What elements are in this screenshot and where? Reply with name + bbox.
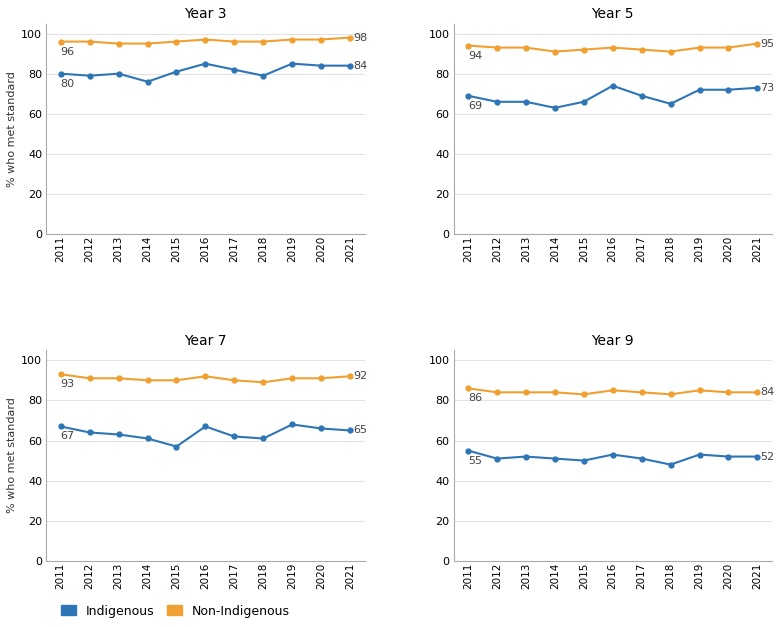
Text: 84: 84 xyxy=(760,387,774,398)
Title: Year 3: Year 3 xyxy=(184,7,226,21)
Title: Year 7: Year 7 xyxy=(184,334,226,347)
Text: 52: 52 xyxy=(760,451,774,461)
Text: 55: 55 xyxy=(468,456,482,466)
Text: 86: 86 xyxy=(468,393,482,403)
Title: Year 9: Year 9 xyxy=(591,334,634,347)
Text: 92: 92 xyxy=(353,371,367,381)
Text: 98: 98 xyxy=(353,33,367,43)
Text: 67: 67 xyxy=(61,431,75,441)
Title: Year 5: Year 5 xyxy=(591,7,634,21)
Text: 65: 65 xyxy=(353,426,367,436)
Text: 80: 80 xyxy=(61,79,75,88)
Text: 93: 93 xyxy=(61,379,75,389)
Text: 95: 95 xyxy=(760,39,774,48)
Text: 96: 96 xyxy=(61,46,75,56)
Text: 84: 84 xyxy=(353,61,367,71)
Y-axis label: % who met standard: % who met standard xyxy=(7,398,17,514)
Y-axis label: % who met standard: % who met standard xyxy=(7,71,17,187)
Text: 69: 69 xyxy=(468,101,482,111)
Text: 73: 73 xyxy=(760,83,774,93)
Legend: Indigenous, Non-Indigenous: Indigenous, Non-Indigenous xyxy=(61,604,290,618)
Text: 94: 94 xyxy=(468,51,482,61)
